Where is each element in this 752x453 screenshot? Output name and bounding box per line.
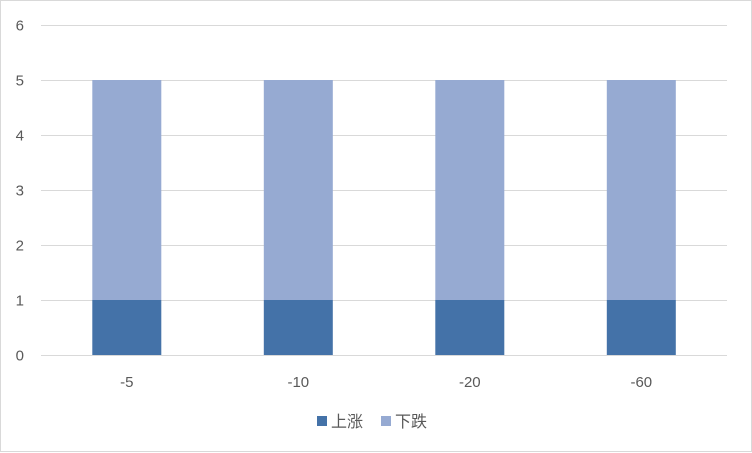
- x-tick-label: -5: [120, 374, 133, 391]
- bar-up-0: [92, 300, 162, 355]
- bar-down-2: [435, 80, 505, 300]
- y-tick-label: 6: [16, 18, 24, 35]
- legend-label-0: 上涨: [331, 412, 363, 431]
- y-axis-ticks: 0 1 2 3 4 5 6: [16, 18, 24, 365]
- y-tick-label: 2: [16, 238, 24, 255]
- x-axis-ticks: -5 -10 -20 -60: [120, 374, 652, 391]
- bar-up-1: [263, 300, 333, 355]
- y-tick-label: 0: [16, 348, 24, 365]
- bar-up-2: [435, 300, 505, 355]
- y-tick-label: 1: [16, 293, 24, 310]
- bar-down-3: [606, 80, 676, 300]
- bar-down-0: [92, 80, 162, 300]
- y-tick-label: 5: [16, 73, 24, 90]
- bars: [92, 80, 676, 355]
- y-tick-label: 4: [16, 128, 24, 145]
- legend-swatch-0: [317, 416, 327, 426]
- y-tick-label: 3: [16, 183, 24, 200]
- x-tick-label: -10: [287, 374, 309, 391]
- legend-swatch-1: [381, 416, 391, 426]
- legend-label-1: 下跌: [395, 412, 427, 431]
- x-tick-label: -60: [630, 374, 652, 391]
- legend: 上涨 下跌: [317, 412, 427, 431]
- bar-down-1: [263, 80, 333, 300]
- bar-up-3: [606, 300, 676, 355]
- x-tick-label: -20: [459, 374, 481, 391]
